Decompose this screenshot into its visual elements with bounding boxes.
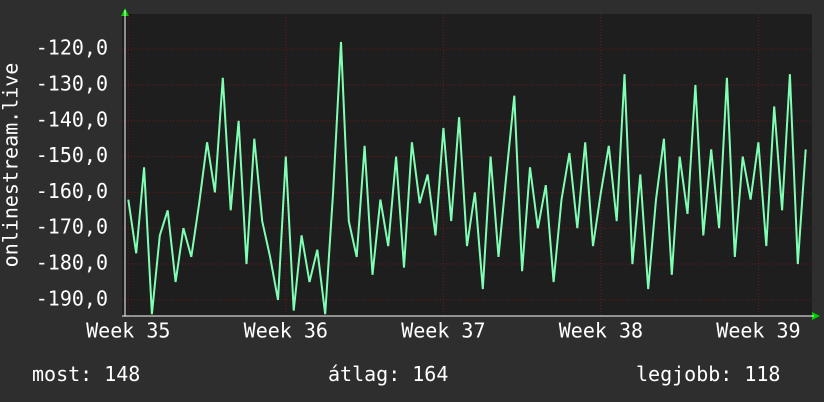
y-tick-label: -130,0	[36, 71, 108, 95]
y-tick-label: -140,0	[36, 107, 108, 131]
y-tick-label: -190,0	[36, 286, 108, 310]
y-tick-label: -170,0	[36, 215, 108, 239]
y-tick-label: -160,0	[36, 179, 108, 203]
y-tick-label: -150,0	[36, 143, 108, 167]
stat-label: legjobb:	[636, 362, 732, 386]
x-tick-label: Week 39	[716, 319, 800, 343]
data-line	[127, 41, 807, 315]
axis-arrow	[812, 312, 820, 320]
y-tick-label: -180,0	[36, 251, 108, 275]
y-tick-label: -120,0	[36, 36, 108, 60]
stat-value: 118	[744, 362, 780, 386]
stat-label: most:	[32, 362, 92, 386]
y-axis-label: onlinestream.live	[0, 63, 23, 268]
stat-label: átlag:	[328, 362, 400, 386]
x-tick-label: Week 38	[559, 319, 643, 343]
plot-area	[122, 14, 812, 316]
stat: most: 148	[32, 362, 140, 386]
x-tick-label: Week 35	[86, 319, 170, 343]
stat: legjobb: 118	[636, 362, 780, 386]
stat-value: 164	[412, 362, 448, 386]
stat: átlag: 164	[328, 362, 448, 386]
stat-value: 148	[104, 362, 140, 386]
x-tick-label: Week 37	[401, 319, 485, 343]
x-tick-label: Week 36	[244, 319, 328, 343]
